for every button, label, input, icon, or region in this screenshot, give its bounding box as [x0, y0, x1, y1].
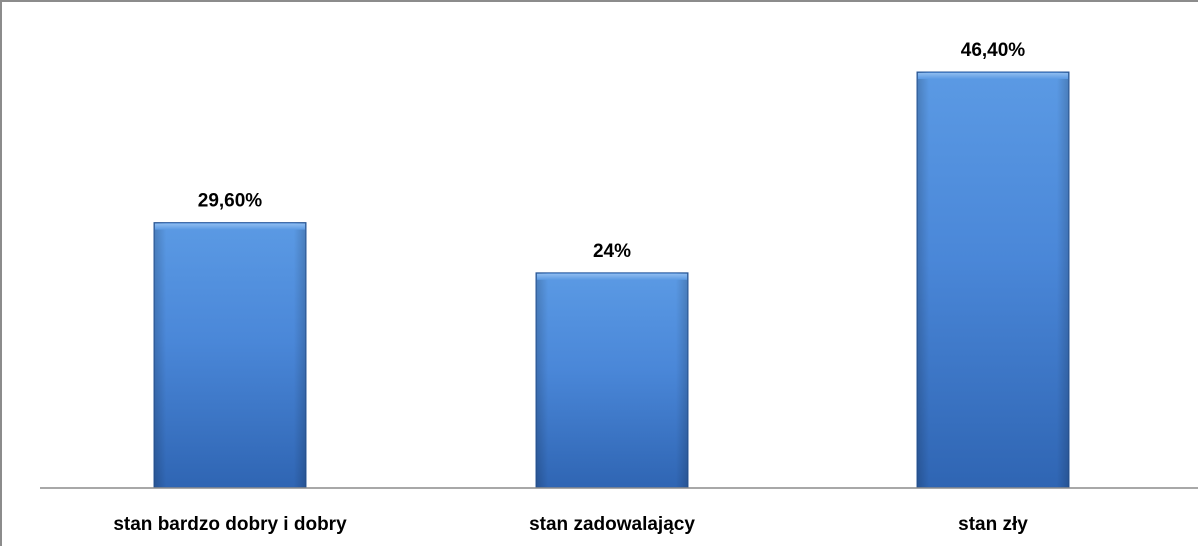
bars-group — [153, 71, 1070, 489]
bar-shade-1 — [536, 272, 688, 488]
value-labels-group: 29,60% 24% 46,40% — [198, 40, 1026, 262]
bar-shade-2 — [917, 72, 1069, 488]
bar-shade-0 — [154, 222, 306, 488]
bar-cap-1 — [537, 273, 687, 280]
value-label-0: 29,60% — [198, 191, 263, 212]
category-label-2: stan zły — [958, 514, 1028, 535]
category-label-1: stan zadowalający — [529, 514, 695, 535]
category-labels-group: stan bardzo dobry i dobry stan zadowalają… — [113, 514, 1028, 535]
bar-cap-0 — [155, 223, 305, 230]
value-label-1: 24% — [593, 241, 631, 262]
value-label-2: 46,40% — [961, 40, 1026, 61]
bar-cap-2 — [918, 73, 1068, 79]
category-label-0: stan bardzo dobry i dobry — [113, 514, 347, 535]
